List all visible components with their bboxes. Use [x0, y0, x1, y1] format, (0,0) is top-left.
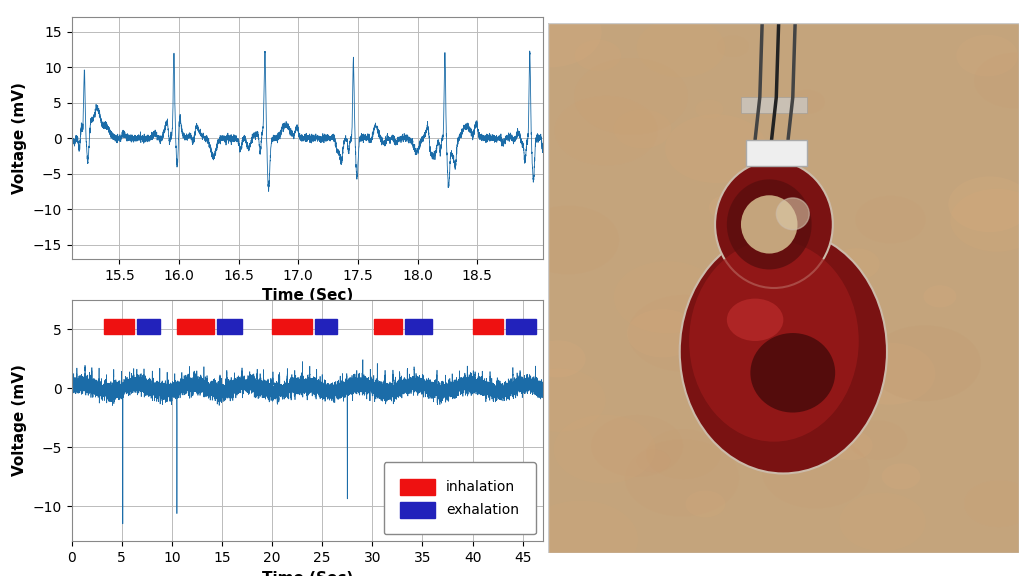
Ellipse shape [627, 309, 698, 358]
Ellipse shape [840, 493, 926, 551]
Ellipse shape [637, 450, 670, 472]
Ellipse shape [844, 343, 935, 405]
Ellipse shape [512, 369, 605, 432]
Ellipse shape [555, 96, 657, 165]
Ellipse shape [829, 431, 872, 460]
Ellipse shape [637, 18, 725, 77]
Ellipse shape [776, 198, 809, 230]
Ellipse shape [741, 195, 798, 253]
Ellipse shape [964, 480, 1024, 527]
Ellipse shape [497, 0, 602, 67]
Bar [745, 139, 807, 166]
Bar [315, 319, 337, 334]
Ellipse shape [950, 189, 1024, 252]
Ellipse shape [695, 100, 723, 119]
Ellipse shape [689, 240, 859, 442]
Ellipse shape [680, 230, 887, 473]
Ellipse shape [751, 333, 836, 412]
Ellipse shape [849, 420, 907, 460]
Ellipse shape [574, 40, 621, 71]
Bar [472, 319, 503, 334]
Ellipse shape [591, 415, 683, 477]
Ellipse shape [715, 161, 833, 288]
Ellipse shape [685, 491, 725, 517]
Ellipse shape [956, 35, 1018, 77]
X-axis label: Time (Sec): Time (Sec) [261, 289, 353, 304]
X-axis label: Time (Sec): Time (Sec) [261, 571, 353, 576]
Ellipse shape [974, 52, 1024, 108]
Ellipse shape [709, 195, 746, 221]
Ellipse shape [625, 439, 739, 517]
Ellipse shape [717, 36, 749, 57]
Bar [406, 319, 432, 334]
Ellipse shape [855, 196, 926, 244]
Ellipse shape [523, 501, 638, 576]
Ellipse shape [773, 218, 814, 245]
Ellipse shape [574, 58, 688, 135]
Ellipse shape [727, 298, 783, 341]
Ellipse shape [924, 285, 956, 308]
Bar [272, 319, 312, 334]
Ellipse shape [530, 340, 586, 377]
Ellipse shape [646, 429, 721, 479]
Y-axis label: Voltage (mV): Voltage (mV) [12, 82, 28, 194]
Ellipse shape [762, 436, 869, 509]
Bar [177, 319, 214, 334]
Ellipse shape [882, 463, 921, 490]
Y-axis label: Voltage (mV): Voltage (mV) [12, 365, 28, 476]
Ellipse shape [948, 176, 1024, 232]
Bar [103, 319, 134, 334]
Ellipse shape [833, 248, 880, 280]
Ellipse shape [666, 114, 767, 183]
Bar [741, 97, 807, 113]
Legend: inhalation, exhalation: inhalation, exhalation [384, 462, 536, 535]
Ellipse shape [788, 90, 825, 114]
Ellipse shape [517, 206, 620, 274]
Ellipse shape [727, 179, 812, 270]
Ellipse shape [554, 415, 655, 483]
Bar [137, 319, 160, 334]
Ellipse shape [614, 262, 721, 334]
Bar [217, 319, 242, 334]
Ellipse shape [868, 325, 981, 401]
Ellipse shape [613, 109, 672, 148]
Bar [375, 319, 402, 334]
Bar [506, 319, 536, 334]
Ellipse shape [628, 295, 741, 372]
